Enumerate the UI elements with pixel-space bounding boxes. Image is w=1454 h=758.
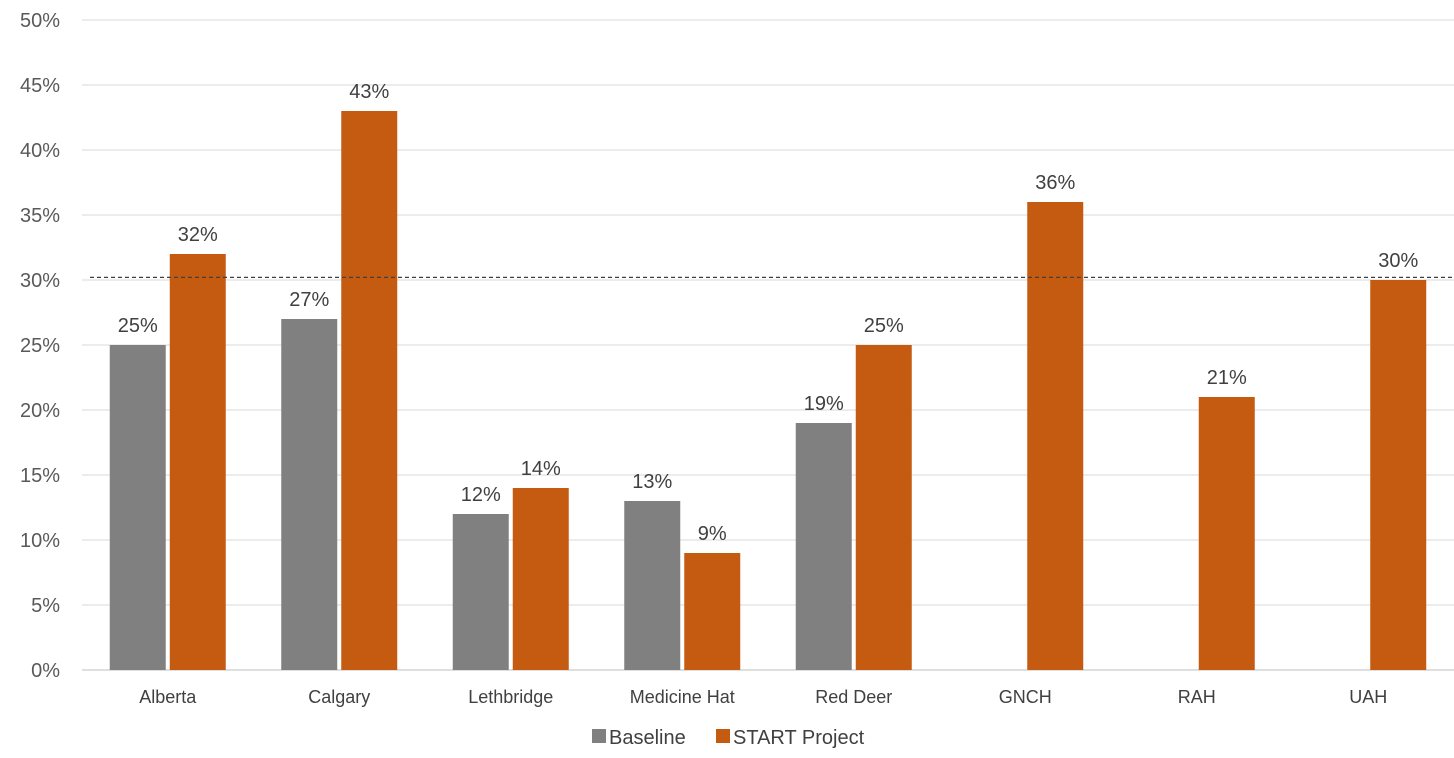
- start-project-bar-lethbridge: [512, 488, 569, 670]
- data-label: 21%: [1207, 367, 1247, 389]
- x-category-label: Calgary: [308, 687, 370, 707]
- legend-swatch-start-project: [716, 729, 730, 743]
- data-labels: 25% 32% 27% 43% 12% 14% 13% 9% 19% 25% 36% 21% 30%: [118, 81, 1419, 545]
- y-tick-label: 25%: [20, 335, 60, 357]
- data-label: 14%: [521, 458, 561, 480]
- x-category-label: Red Deer: [815, 687, 892, 707]
- y-tick-label: 35%: [20, 205, 60, 227]
- baseline-bar-medicine-hat: [624, 501, 681, 670]
- data-label: 27%: [289, 289, 329, 311]
- y-tick-label: 40%: [20, 140, 60, 162]
- y-axis-tick-labels: 0% 5% 10% 15% 20% 25% 30% 35% 40% 45% 50%: [20, 10, 60, 682]
- y-tick-label: 20%: [20, 400, 60, 422]
- x-category-label: Medicine Hat: [630, 687, 735, 707]
- y-tick-label: 50%: [20, 10, 60, 32]
- data-label: 25%: [118, 315, 158, 337]
- start-project-bar-calgary: [341, 111, 398, 670]
- start-project-bar-gnch: [1027, 202, 1084, 670]
- data-label: 13%: [632, 471, 672, 493]
- y-tick-label: 5%: [31, 595, 60, 617]
- y-tick-label: 0%: [31, 660, 60, 682]
- x-category-label: Alberta: [139, 687, 197, 707]
- x-category-label: UAH: [1349, 687, 1387, 707]
- x-category-label: RAH: [1178, 687, 1216, 707]
- x-axis-category-labels: Alberta Calgary Lethbridge Medicine Hat Red …: [139, 687, 1387, 707]
- legend-label-baseline: Baseline: [609, 727, 686, 749]
- data-label: 9%: [698, 523, 727, 545]
- start-project-bar-medicine-hat: [684, 553, 741, 670]
- legend-swatch-baseline: [592, 729, 606, 743]
- baseline-bar-calgary: [281, 319, 338, 670]
- data-label: 12%: [461, 484, 501, 506]
- data-label: 32%: [178, 224, 218, 246]
- baseline-bar-alberta: [109, 345, 166, 670]
- y-tick-label: 10%: [20, 530, 60, 552]
- data-label: 36%: [1035, 172, 1075, 194]
- data-label: 25%: [864, 315, 904, 337]
- start-project-bar-rah: [1198, 397, 1255, 670]
- baseline-bar-lethbridge: [452, 514, 509, 670]
- start-project-bar-red-deer: [855, 345, 912, 670]
- start-project-bar-uah: [1370, 280, 1427, 670]
- legend: Baseline START Project: [592, 727, 865, 749]
- start-project-bar-alberta: [169, 254, 226, 670]
- y-tick-label: 45%: [20, 75, 60, 97]
- x-category-label: GNCH: [999, 687, 1052, 707]
- bars: [109, 111, 1427, 670]
- data-label: 43%: [349, 81, 389, 103]
- data-label: 30%: [1378, 250, 1418, 272]
- legend-label-start-project: START Project: [733, 727, 865, 749]
- x-category-label: Lethbridge: [468, 687, 553, 707]
- data-label: 19%: [804, 393, 844, 415]
- baseline-bar-red-deer: [795, 423, 852, 670]
- y-tick-label: 30%: [20, 270, 60, 292]
- y-tick-label: 15%: [20, 465, 60, 487]
